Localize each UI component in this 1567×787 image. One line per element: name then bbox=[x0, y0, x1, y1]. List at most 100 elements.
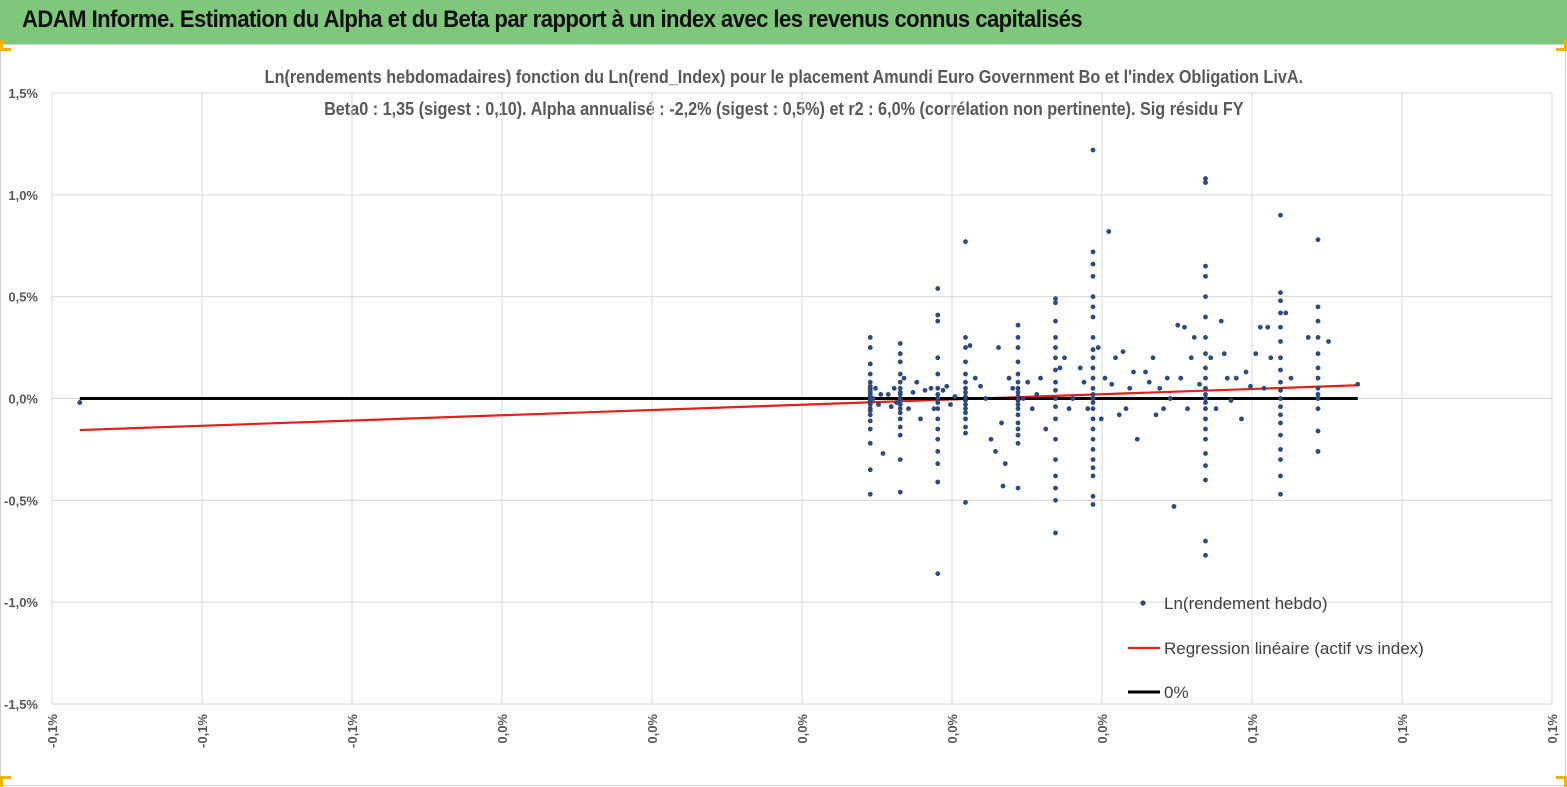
data-point bbox=[880, 451, 886, 456]
data-point bbox=[963, 345, 968, 350]
data-point bbox=[891, 385, 897, 391]
data-point bbox=[1203, 538, 1208, 544]
data-point bbox=[1203, 463, 1208, 469]
data-point bbox=[1015, 432, 1021, 438]
data-points bbox=[77, 147, 1361, 577]
data-point bbox=[935, 312, 941, 318]
data-point bbox=[967, 343, 973, 348]
data-point bbox=[1090, 416, 1096, 422]
series-lines bbox=[79, 384, 1358, 432]
data-point bbox=[1265, 324, 1271, 330]
data-point bbox=[963, 385, 968, 391]
data-point bbox=[867, 379, 873, 385]
data-point bbox=[1053, 416, 1058, 422]
data-point bbox=[1025, 379, 1031, 385]
data-point bbox=[1315, 304, 1321, 310]
data-point bbox=[963, 335, 968, 340]
data-point bbox=[1203, 396, 1208, 401]
data-point bbox=[1120, 349, 1126, 355]
data-point bbox=[1090, 375, 1096, 381]
data-point bbox=[1203, 273, 1208, 279]
data-point bbox=[1123, 406, 1129, 412]
resize-handle-bottom-left[interactable] bbox=[0, 776, 11, 787]
chart-title-text: Ln(rendements hebdomadaires) fonction du… bbox=[264, 67, 1303, 87]
data-point bbox=[897, 379, 903, 385]
data-point bbox=[1203, 176, 1208, 181]
data-point bbox=[1278, 379, 1283, 385]
y-tick-label: -1,5% bbox=[4, 697, 38, 712]
data-point bbox=[1203, 180, 1208, 186]
data-point bbox=[1315, 365, 1321, 371]
data-point bbox=[867, 412, 873, 418]
data-point bbox=[1203, 552, 1208, 558]
data-point bbox=[1053, 345, 1058, 350]
x-tick-label: 0,1% bbox=[1245, 714, 1260, 744]
data-point bbox=[935, 461, 941, 467]
data-point bbox=[1015, 440, 1021, 446]
y-tick-label: 0,0% bbox=[8, 392, 38, 407]
data-point bbox=[897, 424, 903, 430]
data-point bbox=[935, 416, 941, 422]
data-point bbox=[1153, 412, 1159, 418]
data-point bbox=[1090, 314, 1096, 320]
data-point bbox=[1015, 322, 1021, 328]
regression-line bbox=[79, 384, 1358, 432]
data-point bbox=[1015, 389, 1021, 395]
data-point bbox=[983, 396, 989, 401]
data-point bbox=[1090, 294, 1096, 300]
data-point bbox=[963, 424, 968, 430]
x-tick-label: -0,1% bbox=[195, 714, 210, 748]
data-point bbox=[1053, 387, 1058, 393]
data-point bbox=[1106, 229, 1112, 234]
data-point bbox=[867, 491, 873, 497]
data-point bbox=[1098, 416, 1104, 422]
data-point bbox=[935, 396, 941, 401]
data-point bbox=[1315, 351, 1321, 357]
x-tick-label: -0,1% bbox=[345, 714, 360, 748]
data-point bbox=[1134, 436, 1140, 442]
data-point bbox=[897, 351, 903, 357]
data-point bbox=[897, 457, 903, 462]
data-point bbox=[922, 387, 928, 393]
data-point bbox=[1090, 473, 1096, 479]
data-point bbox=[935, 400, 941, 405]
resize-handle-top-left[interactable] bbox=[0, 40, 11, 51]
data-point bbox=[1015, 379, 1021, 385]
data-point bbox=[1178, 375, 1184, 381]
data-point bbox=[1203, 375, 1208, 381]
resize-handle-bottom-right[interactable] bbox=[1556, 776, 1567, 787]
x-tick-label: 0,0% bbox=[495, 714, 510, 744]
data-point bbox=[897, 398, 903, 403]
resize-handle-top-right[interactable] bbox=[1556, 40, 1567, 51]
data-point bbox=[1053, 530, 1058, 536]
data-point bbox=[867, 361, 873, 367]
data-point bbox=[963, 389, 968, 395]
data-point bbox=[1233, 375, 1239, 381]
data-point bbox=[1278, 447, 1283, 452]
data-point bbox=[1043, 426, 1049, 432]
data-point bbox=[1090, 436, 1096, 442]
data-point bbox=[1090, 347, 1096, 353]
data-point bbox=[1315, 318, 1321, 324]
data-point bbox=[1278, 298, 1283, 304]
data-point bbox=[1131, 369, 1136, 375]
data-point bbox=[963, 410, 968, 416]
data-point bbox=[1090, 426, 1096, 432]
data-point bbox=[914, 379, 920, 385]
data-point bbox=[1085, 406, 1091, 412]
data-point bbox=[1248, 383, 1253, 389]
data-point bbox=[1102, 375, 1108, 381]
data-point bbox=[1191, 335, 1197, 340]
data-point bbox=[873, 385, 878, 391]
x-tick-label: 0,0% bbox=[945, 714, 960, 744]
data-point bbox=[1228, 398, 1234, 403]
data-point bbox=[935, 371, 941, 377]
data-point bbox=[1053, 367, 1058, 373]
data-point bbox=[1257, 324, 1263, 330]
data-point bbox=[1315, 406, 1321, 412]
data-point bbox=[1015, 485, 1021, 491]
data-point bbox=[876, 402, 881, 408]
data-point bbox=[1278, 457, 1283, 462]
y-tick-label: 1,5% bbox=[8, 86, 38, 101]
